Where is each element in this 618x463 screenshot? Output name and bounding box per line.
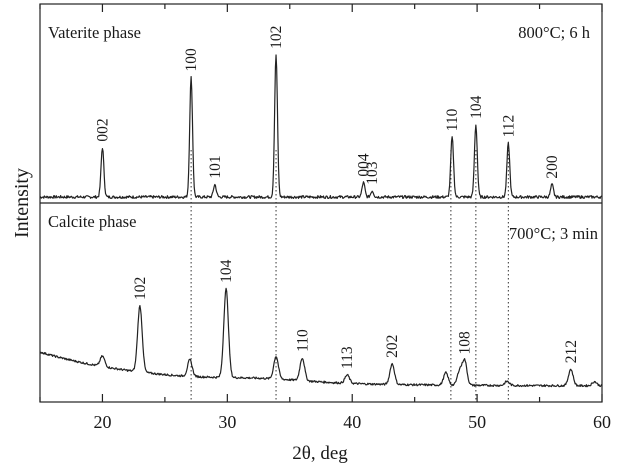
peak-label-calcite-110: 110 <box>294 329 311 352</box>
lower-condition-label: 700°C; 3 min <box>509 224 598 243</box>
lower-phase-label: Calcite phase <box>48 212 136 231</box>
peak-label-vaterite-104: 104 <box>468 95 485 119</box>
peak-label-calcite-108: 108 <box>457 331 474 355</box>
peak-label-vaterite-100: 100 <box>183 48 200 72</box>
upper-phase-label: Vaterite phase <box>48 23 141 42</box>
calcite-trace <box>39 287 603 388</box>
peak-label-calcite-104: 104 <box>218 259 235 283</box>
peak-label-calcite-113: 113 <box>339 346 356 369</box>
peak-label-vaterite-102: 102 <box>268 26 285 49</box>
x-tick-label-60: 60 <box>593 412 611 432</box>
x-tick-label-30: 30 <box>218 412 236 432</box>
peak-label-calcite-102: 102 <box>132 277 149 300</box>
peak-label-vaterite-110: 110 <box>444 108 461 131</box>
peak-label-vaterite-004: 004 <box>356 153 373 177</box>
x-tick-label-20: 20 <box>93 412 111 432</box>
peak-label-vaterite-002: 002 <box>94 118 111 141</box>
peak-label-vaterite-101: 101 <box>207 155 224 178</box>
upper-condition-label: 800°C; 6 h <box>518 23 590 42</box>
x-tick-label-40: 40 <box>343 412 361 432</box>
peak-label-vaterite-200: 200 <box>544 155 561 179</box>
x-axis-label: 2θ, deg <box>292 443 348 463</box>
x-tick-label-50: 50 <box>468 412 486 432</box>
peak-label-calcite-212: 212 <box>563 340 580 363</box>
vaterite-trace <box>39 54 603 199</box>
peak-label-vaterite-103: 103 <box>364 161 381 185</box>
peak-label-vaterite-112: 112 <box>500 115 517 138</box>
y-axis-label: Intensity <box>11 168 33 238</box>
peak-label-calcite-202: 202 <box>384 335 401 358</box>
x-axis-ticks: 20 30 40 50 60 <box>39 4 611 432</box>
